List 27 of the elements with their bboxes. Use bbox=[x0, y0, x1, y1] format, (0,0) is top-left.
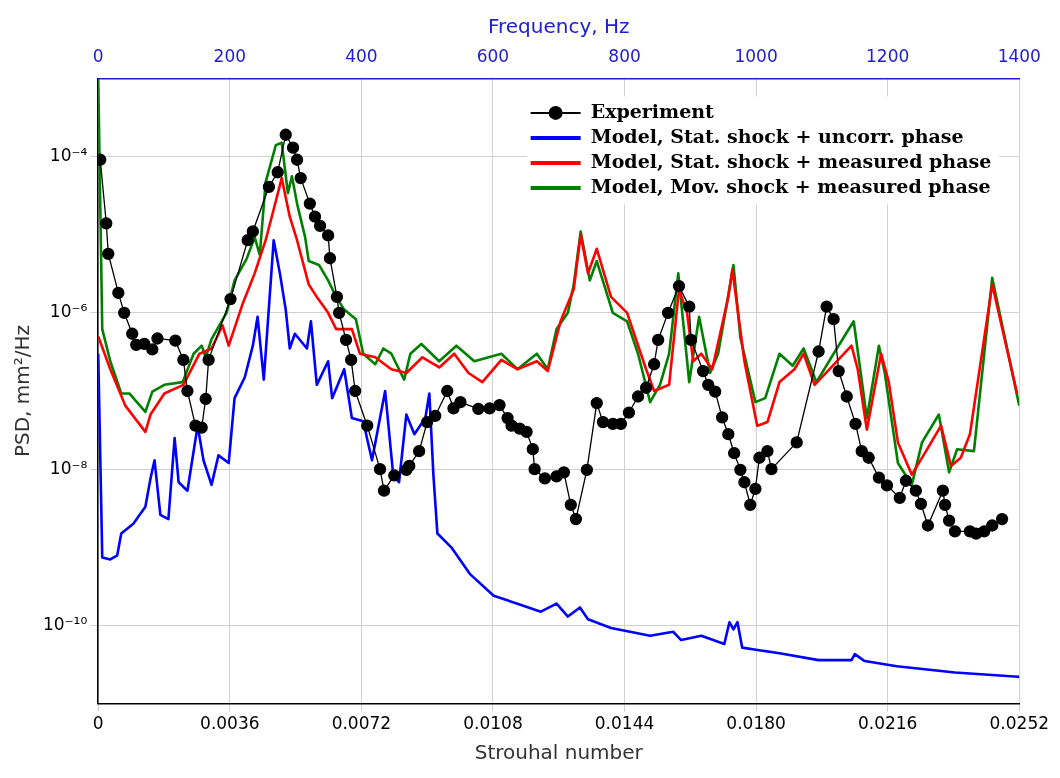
y-tick-label: 10⁻⁸ bbox=[49, 457, 88, 478]
x-tick-label: 0.0036 bbox=[200, 713, 260, 734]
legend-label: Model, Mov. shock + measured phase bbox=[590, 174, 991, 197]
x2-tick-label: 1400 bbox=[997, 45, 1041, 66]
x-tick-label: 0.0108 bbox=[463, 713, 523, 734]
legend-label: Model, Stat. shock + measured phase bbox=[590, 149, 992, 172]
x-tick-label: 0 bbox=[92, 713, 104, 734]
y-tick-label: 10⁻⁶ bbox=[49, 301, 88, 322]
y-axis-title: PSD, mm²/Hz bbox=[10, 324, 35, 458]
x2-tick-label: 400 bbox=[345, 45, 378, 66]
x-axis-title: Strouhal number bbox=[474, 740, 644, 765]
x2-tick-label: 1200 bbox=[866, 45, 910, 66]
y-tick-label: 10⁻¹⁰ bbox=[42, 613, 88, 634]
x-tick-label: 0.0072 bbox=[331, 713, 392, 734]
x2-tick-label: 800 bbox=[608, 45, 641, 66]
x2-tick-label: 0 bbox=[92, 45, 104, 66]
x-tick-label: 0.0252 bbox=[989, 713, 1049, 734]
y-tick-label: 10⁻⁴ bbox=[49, 144, 88, 165]
x2-tick-label: 200 bbox=[213, 45, 247, 66]
x-tick-label: 0.0216 bbox=[857, 713, 918, 734]
x-tick-label: 0.0180 bbox=[726, 713, 786, 734]
x2-axis-title: Frequency, Hz bbox=[487, 14, 630, 39]
x2-tick-label: 1000 bbox=[734, 45, 778, 66]
x-tick-label: 0.0144 bbox=[594, 713, 655, 734]
x2-tick-label: 600 bbox=[476, 45, 510, 66]
legend-label: Model, Stat. shock + uncorr. phase bbox=[590, 124, 964, 147]
legend-label: Experiment bbox=[590, 99, 715, 122]
